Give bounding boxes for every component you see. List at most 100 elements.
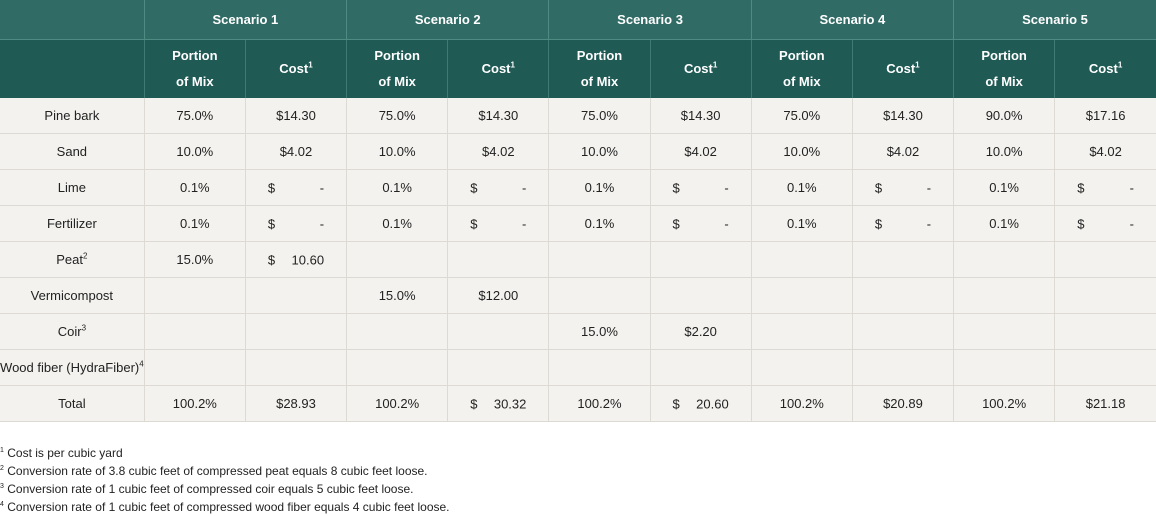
portion-of-mix-header: Portion of Mix bbox=[953, 39, 1055, 98]
cost-cell bbox=[447, 349, 550, 386]
column-header-row: Portion of Mix Cost1 Portion of Mix Cost1 Port… bbox=[0, 39, 1156, 98]
row-label: Fertilizer bbox=[0, 205, 145, 242]
portion-cell: 0.1% bbox=[750, 205, 853, 242]
portion-cell: 0.1% bbox=[953, 205, 1056, 242]
row-label: Total bbox=[0, 385, 145, 422]
portion-header-line2: of Mix bbox=[580, 74, 619, 89]
portion-cell: 0.1% bbox=[346, 205, 449, 242]
row-label: Coir3 bbox=[0, 313, 145, 350]
portion-cell: 10.0% bbox=[953, 133, 1056, 170]
portion-header-line2: of Mix bbox=[176, 74, 214, 89]
cost-cell bbox=[1054, 277, 1156, 314]
portion-header-line1: Portion bbox=[779, 48, 825, 63]
portion-cell bbox=[548, 241, 651, 278]
cost-header-label: Cost bbox=[1088, 61, 1118, 76]
portion-cell: 75.0% bbox=[143, 98, 246, 134]
footnote-marker: 3 bbox=[81, 323, 87, 333]
cost-cell bbox=[1054, 241, 1156, 278]
portion-cell: 0.1% bbox=[143, 205, 246, 242]
cost-cell: $ - bbox=[649, 205, 752, 242]
portion-cell: 0.1% bbox=[548, 169, 651, 206]
footnote-marker: 1 bbox=[915, 60, 920, 70]
currency-sign: $ bbox=[267, 216, 276, 231]
portion-cell bbox=[953, 313, 1056, 350]
cost-cell: $17.16 bbox=[1054, 98, 1156, 134]
table-row: Wood fiber (HydraFiber)4 bbox=[0, 349, 1156, 386]
cost-header: Cost1 bbox=[649, 39, 752, 98]
cost-cell: $ - bbox=[447, 205, 550, 242]
portion-cell bbox=[346, 241, 449, 278]
portion-cell: 15.0% bbox=[143, 241, 246, 278]
footnote-marker: 2 bbox=[0, 465, 4, 472]
scenario-header: Scenario 1 bbox=[143, 0, 347, 40]
portion-header-line1: Portion bbox=[981, 48, 1027, 63]
currency-sign: $ bbox=[470, 180, 478, 195]
portion-header-line1: Portion bbox=[172, 48, 218, 63]
portion-of-mix-header: Portion of Mix bbox=[750, 39, 853, 98]
scenario-header: Scenario 5 bbox=[953, 0, 1156, 40]
cost-cell: $4.02 bbox=[244, 133, 348, 170]
footnote-marker: 2 bbox=[83, 251, 88, 261]
footnote: 4 Conversion rate of 1 cubic feet of com… bbox=[0, 498, 450, 516]
cost-cell: $14.30 bbox=[447, 98, 550, 134]
portion-cell: 10.0% bbox=[548, 133, 651, 170]
cost-amount: - bbox=[522, 216, 527, 231]
table-body: Pine bark 75.0% $14.30 75.0% $14.30 75.0% $14.… bbox=[0, 98, 1156, 422]
cost-cell: $14.30 bbox=[244, 98, 348, 134]
scenario-header: Scenario 2 bbox=[346, 0, 549, 40]
cost-header: Cost1 bbox=[1054, 39, 1156, 98]
cost-header: Cost1 bbox=[851, 39, 954, 98]
potting-mix-cost-table: Scenario 1 Scenario 2 Scenario 3 Scenari… bbox=[0, 0, 1156, 422]
cost-header-label: Cost bbox=[481, 61, 511, 76]
footnote-marker: 1 bbox=[308, 60, 313, 70]
cost-cell: $4.02 bbox=[649, 133, 752, 170]
cost-amount: - bbox=[926, 180, 932, 195]
portion-cell: 100.2% bbox=[953, 385, 1056, 422]
portion-cell: 75.0% bbox=[346, 98, 449, 134]
cost-header: Cost1 bbox=[447, 39, 549, 98]
cost-cell: $20.60 bbox=[649, 385, 752, 422]
currency-sign: $ bbox=[470, 216, 478, 231]
cost-cell bbox=[244, 349, 348, 386]
row-label: Wood fiber (HydraFiber)4 bbox=[0, 349, 145, 386]
cost-amount: 10.60 bbox=[291, 252, 325, 267]
table-row: Vermicompost 15.0% $12.00 bbox=[0, 277, 1156, 314]
cost-cell bbox=[244, 313, 348, 350]
portion-cell bbox=[548, 349, 651, 386]
currency-sign: $ bbox=[267, 180, 276, 195]
portion-cell bbox=[346, 349, 449, 386]
footnote-marker: 4 bbox=[139, 359, 144, 369]
cost-cell: $ - bbox=[244, 169, 348, 206]
corner-cell bbox=[0, 39, 145, 98]
cost-header-label: Cost bbox=[886, 61, 916, 76]
portion-header-line1: Portion bbox=[576, 48, 623, 63]
portion-cell: 100.2% bbox=[346, 385, 449, 422]
scenario-header: Scenario 3 bbox=[548, 0, 752, 40]
portion-cell: 0.1% bbox=[143, 169, 246, 206]
table-row: Pine bark 75.0% $14.30 75.0% $14.30 75.0% $14.… bbox=[0, 98, 1156, 134]
row-label-text: Total bbox=[58, 396, 86, 411]
cost-cell bbox=[1054, 349, 1156, 386]
scenario-header: Scenario 4 bbox=[750, 0, 954, 40]
cost-cell bbox=[649, 349, 752, 386]
row-label-text: Vermicompost bbox=[30, 288, 114, 303]
portion-of-mix-header: Portion of Mix bbox=[548, 39, 651, 98]
portion-cell: 0.1% bbox=[953, 169, 1056, 206]
portion-cell bbox=[346, 313, 449, 350]
portion-cell bbox=[953, 349, 1056, 386]
row-label-text: Wood fiber (HydraFiber) bbox=[0, 360, 140, 375]
portion-cell bbox=[143, 277, 246, 314]
cost-cell bbox=[851, 241, 955, 278]
cost-header-label: Cost bbox=[279, 61, 309, 76]
currency-sign: $ bbox=[267, 252, 276, 267]
cost-cell bbox=[1054, 313, 1156, 350]
cost-cell: $12.00 bbox=[447, 277, 550, 314]
cost-cell bbox=[851, 349, 955, 386]
portion-cell: 10.0% bbox=[750, 133, 853, 170]
row-label-text: Fertilizer bbox=[46, 216, 97, 231]
portion-cell bbox=[750, 241, 853, 278]
portion-of-mix-header: Portion of Mix bbox=[143, 39, 246, 98]
footnote-marker: 3 bbox=[0, 483, 4, 490]
portion-cell: 15.0% bbox=[346, 277, 449, 314]
cost-cell: $ - bbox=[244, 205, 348, 242]
